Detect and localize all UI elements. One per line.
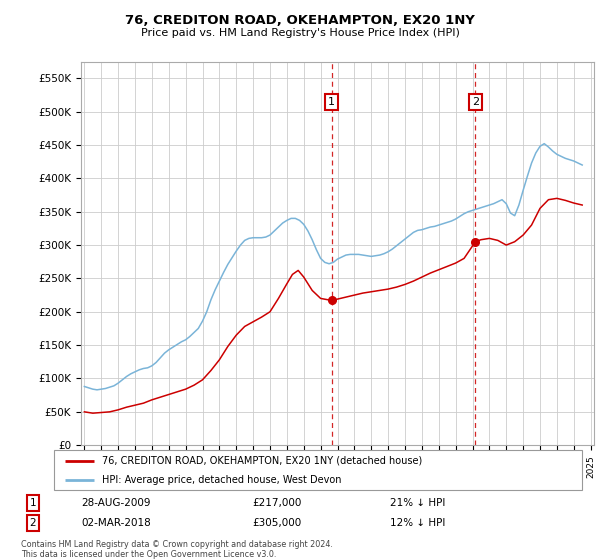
Text: 1: 1 — [29, 498, 37, 508]
Text: 2: 2 — [29, 518, 37, 528]
Text: HPI: Average price, detached house, West Devon: HPI: Average price, detached house, West… — [101, 475, 341, 485]
Text: 21% ↓ HPI: 21% ↓ HPI — [390, 498, 445, 508]
Text: 1: 1 — [328, 97, 335, 107]
Text: 2: 2 — [472, 97, 479, 107]
Text: 76, CREDITON ROAD, OKEHAMPTON, EX20 1NY: 76, CREDITON ROAD, OKEHAMPTON, EX20 1NY — [125, 14, 475, 27]
Text: Price paid vs. HM Land Registry's House Price Index (HPI): Price paid vs. HM Land Registry's House … — [140, 28, 460, 38]
Text: 02-MAR-2018: 02-MAR-2018 — [81, 518, 151, 528]
Text: Contains HM Land Registry data © Crown copyright and database right 2024.
This d: Contains HM Land Registry data © Crown c… — [21, 540, 333, 559]
Text: £305,000: £305,000 — [252, 518, 301, 528]
FancyBboxPatch shape — [54, 450, 582, 490]
Text: £217,000: £217,000 — [252, 498, 301, 508]
Text: 28-AUG-2009: 28-AUG-2009 — [81, 498, 151, 508]
Text: 76, CREDITON ROAD, OKEHAMPTON, EX20 1NY (detached house): 76, CREDITON ROAD, OKEHAMPTON, EX20 1NY … — [101, 456, 422, 465]
Text: 12% ↓ HPI: 12% ↓ HPI — [390, 518, 445, 528]
